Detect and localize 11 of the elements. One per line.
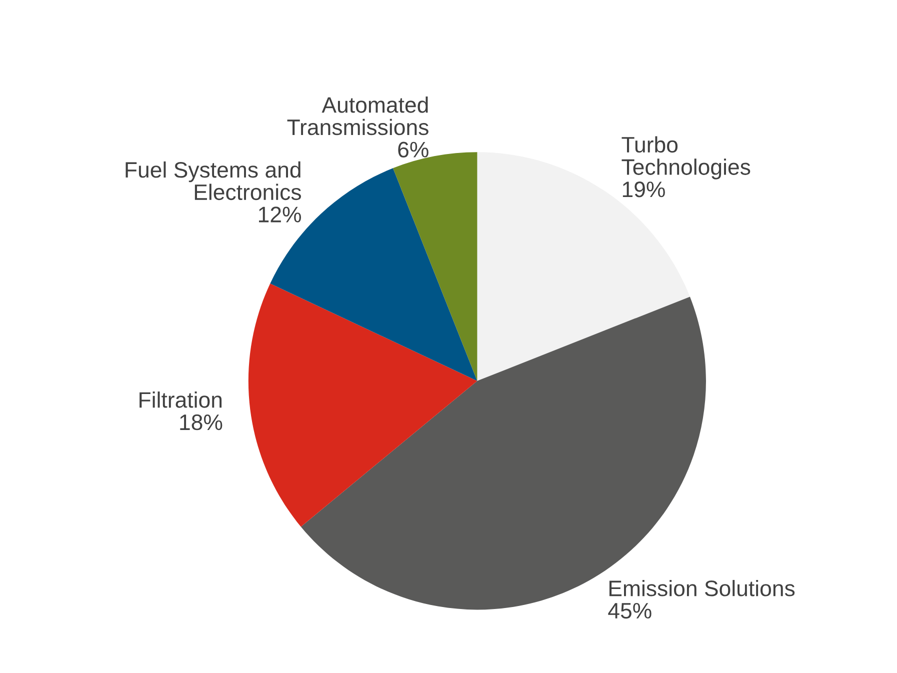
data-label: 19%	[622, 182, 665, 198]
data-label: 12%	[259, 206, 301, 222]
data-label: 45%	[608, 602, 652, 619]
slice-label: Turbo Technologies	[622, 136, 750, 180]
slice-label: Fuel Systems and Electronics	[126, 161, 301, 200]
data-label: 6%	[398, 142, 428, 158]
slice-label: Filtration	[140, 392, 222, 408]
slice-label: Automated Transmissions	[287, 96, 428, 136]
pie-slice	[248, 284, 478, 527]
slice-label: Emission Solutions	[609, 580, 795, 596]
data-label: 18%	[180, 414, 222, 430]
